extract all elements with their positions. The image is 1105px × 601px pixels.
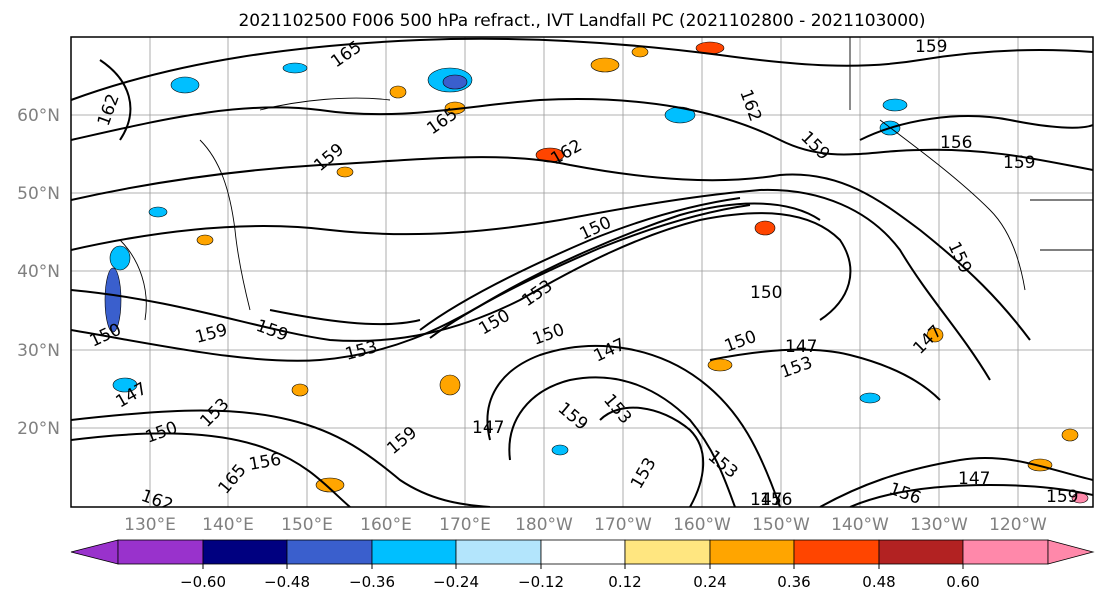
contour-label: 147 (958, 469, 990, 489)
map-frame (70, 36, 1094, 508)
lon-label: 150°E (281, 515, 333, 535)
colorbar-segment (540, 539, 626, 565)
colorbar-extend-low (70, 539, 119, 565)
lon-label: 170°W (594, 515, 652, 535)
contour-label: 156 (940, 133, 972, 153)
colorbar-tick-label: 0.12 (608, 573, 641, 591)
map-panel: 165 159 162 165 159 162 162 159 156 159 … (71, 37, 1093, 510)
latitude-labels: 60°N 50°N 40°N 30°N 20°N (17, 106, 60, 439)
longitude-labels: 130°E 140°E 150°E 160°E 170°E 180°W 170°… (124, 515, 1047, 535)
colorbar-segment (371, 539, 457, 565)
colorbar-segment (962, 539, 1049, 565)
lon-label: 130°E (124, 515, 176, 535)
colorbar-tick-label: 0.36 (777, 573, 810, 591)
colorbar-segment (455, 539, 542, 565)
figure-title: 2021102500 F006 500 hPa refract., IVT La… (238, 11, 925, 31)
colorbar-tick-labels: −0.60 −0.48 −0.36 −0.24 −0.12 0.12 0.24 … (180, 573, 980, 591)
colorbar-segment (624, 539, 711, 565)
contour-label: 156 (760, 490, 792, 510)
colorbar-tick-label: 0.24 (693, 573, 726, 591)
contour-label: 159 (1003, 153, 1035, 173)
lon-label: 180°W (515, 515, 573, 535)
lon-label: 130°W (910, 515, 968, 535)
lat-label: 20°N (17, 419, 60, 439)
colorbar-tick-label: −0.12 (518, 573, 564, 591)
colorbar-segment (117, 539, 204, 565)
colorbar-tick-label: −0.48 (264, 573, 310, 591)
colorbar-tick-label: −0.60 (180, 573, 226, 591)
colorbar-tick-label: 0.60 (946, 573, 979, 591)
lon-label: 160°W (673, 515, 731, 535)
coastlines (119, 37, 1093, 321)
contour-label: 147 (472, 418, 504, 438)
colorbar-segment (286, 539, 373, 565)
contour-label: 159 (915, 37, 947, 57)
colorbar-segment (878, 539, 964, 565)
lat-label: 40°N (17, 262, 60, 282)
lat-label: 50°N (17, 184, 60, 204)
contour-label: 159 (1046, 487, 1078, 507)
lon-label: 170°E (439, 515, 491, 535)
contour-lines (71, 37, 1093, 507)
lon-label: 120°W (989, 515, 1047, 535)
colorbar-ticks (202, 564, 964, 569)
colorbar-segment (709, 539, 795, 565)
lon-label: 150°W (752, 515, 810, 535)
refractivity-shading (104, 41, 1089, 504)
colorbar-extend-high (1047, 539, 1095, 565)
colorbar-tick-label: −0.24 (433, 573, 479, 591)
contour-label: 147 (750, 490, 782, 510)
colorbar-segment (793, 539, 880, 565)
colorbar-tick-label: −0.36 (349, 573, 395, 591)
contour-label: 150 (750, 283, 782, 303)
lon-label: 140°W (831, 515, 889, 535)
lat-label: 30°N (17, 341, 60, 361)
lon-label: 140°E (202, 515, 254, 535)
colorbar-segment (202, 539, 288, 565)
contour-label: 147 (785, 337, 817, 357)
colorbar (70, 539, 1095, 565)
lat-label: 60°N (17, 106, 60, 126)
lon-label: 160°E (360, 515, 412, 535)
colorbar-tick-label: 0.48 (862, 573, 895, 591)
